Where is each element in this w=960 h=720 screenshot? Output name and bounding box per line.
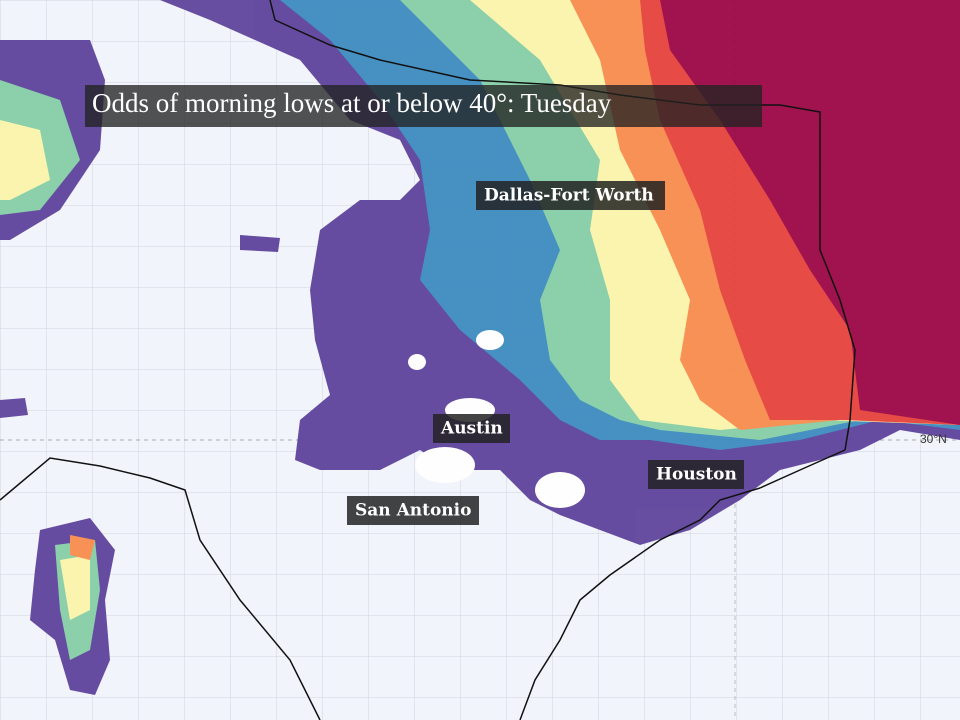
title-box [85, 85, 762, 127]
label-box [476, 181, 665, 210]
city-label: Houston [656, 465, 737, 485]
label-box [347, 496, 479, 525]
map-title: Odds of morning lows at or below 40°: Tu… [92, 88, 612, 118]
city-label: San Antonio [355, 501, 471, 521]
city-label: Dallas-Fort Worth [484, 186, 654, 206]
latitude-label: 30°N [920, 432, 947, 446]
label-box [433, 414, 510, 443]
city-label: Austin [440, 419, 503, 439]
label-box [648, 460, 744, 489]
